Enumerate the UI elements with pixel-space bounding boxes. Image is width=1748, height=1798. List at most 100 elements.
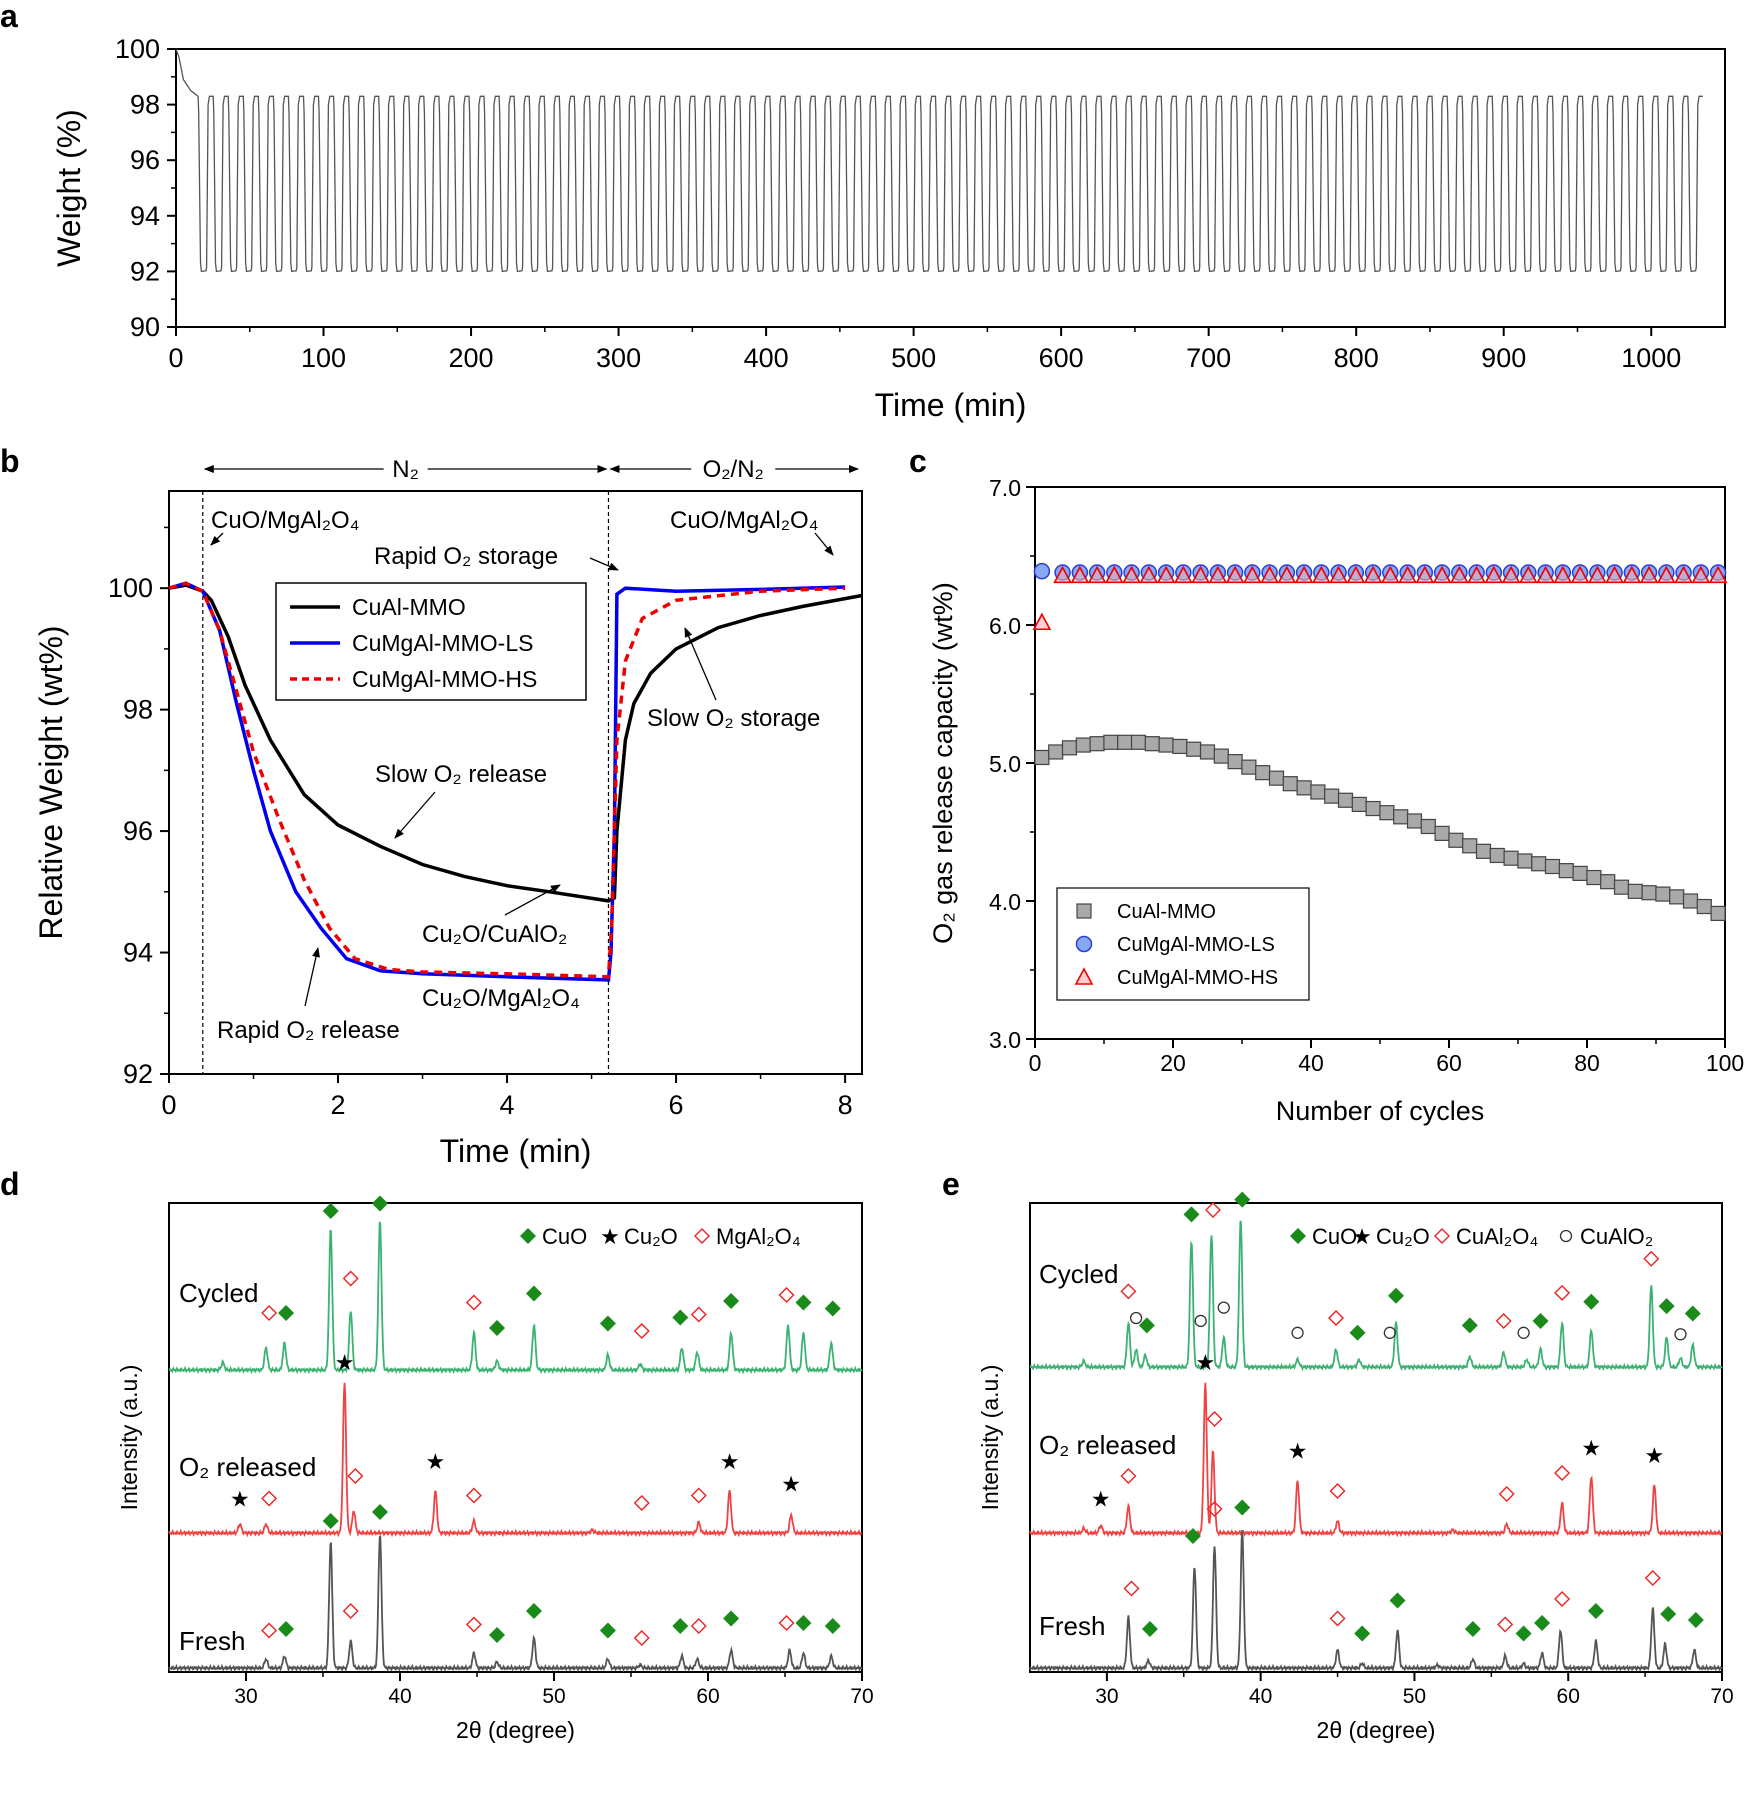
legend-label-0: CuAl-MMO <box>1117 901 1216 923</box>
marker-spinel <box>465 1487 482 1504</box>
x-tick-label: 0 <box>1029 1050 1042 1076</box>
y-tick-label: 90 <box>130 312 160 342</box>
point-cual-mmo <box>1489 847 1505 864</box>
marker-spinel <box>1554 1591 1571 1607</box>
marker-spinel <box>1123 1580 1140 1597</box>
point-cual-mmo <box>1158 737 1174 753</box>
y-tick-label: 96 <box>130 145 160 175</box>
marker-cuo <box>1183 1206 1200 1223</box>
trace-label-2: Fresh <box>179 1626 245 1656</box>
x-tick-label: 20 <box>1160 1050 1186 1076</box>
legend-label-0: CuO <box>1312 1224 1357 1249</box>
y-tick-label: 94 <box>123 938 153 968</box>
y-tick-label: 94 <box>130 201 160 231</box>
marker-cuo <box>723 1293 740 1309</box>
point-cual-mmo <box>1117 734 1133 750</box>
x-tick-label: 60 <box>1436 1050 1462 1076</box>
point-cual-mmo <box>1420 818 1436 835</box>
point-cual-mmo <box>1572 865 1588 882</box>
marker-cuo <box>1141 1621 1158 1637</box>
point-cual-mmo <box>1227 754 1243 770</box>
point-cual-mmo <box>1337 792 1354 808</box>
marker-spinel <box>1434 1228 1450 1244</box>
point-cumgal-mmo-hs <box>1294 565 1314 584</box>
x-tick-label: 50 <box>542 1685 565 1708</box>
point-cual-mmo <box>1531 856 1547 872</box>
point-cumgal-mmo-hs <box>1415 565 1435 584</box>
point-cual-mmo <box>1172 738 1188 755</box>
point-cual-mmo <box>1517 853 1533 869</box>
marker-spinel <box>261 1305 278 1321</box>
x-tick-label: 0 <box>168 343 183 373</box>
marker-cuo <box>1684 1305 1701 1322</box>
point-cual-mmo <box>1089 736 1105 752</box>
marker-spinel <box>778 1287 795 1303</box>
marker-cu2o: ★ <box>1195 1350 1215 1375</box>
point-cual-mmo <box>1241 759 1257 775</box>
x-tick-label: 80 <box>1574 1050 1600 1076</box>
marker-cualo2 <box>1291 1326 1304 1339</box>
legend-label-2: CuMgAl-MMO-HS <box>1117 967 1278 989</box>
marker-spinel <box>1497 1616 1514 1633</box>
marker-cuo <box>278 1621 295 1637</box>
point-cual-mmo <box>1586 869 1602 886</box>
plot-frame <box>168 490 863 1075</box>
y-tick-label: 98 <box>130 90 160 120</box>
point-cual-mmo <box>1406 813 1423 829</box>
annotation-top-left: CuO/MgAl₂O₄ <box>211 507 359 534</box>
annotation-slow-storage: Slow O₂ storage <box>647 705 820 732</box>
point-cumgal-mmo-hs <box>1032 612 1052 631</box>
marker-cuo <box>1234 1191 1251 1208</box>
marker-cuo <box>795 1294 812 1311</box>
marker-spinel <box>1329 1610 1346 1627</box>
point-cumgal-mmo-hs <box>1553 565 1573 584</box>
marker-cualo2 <box>1674 1328 1687 1341</box>
marker-cuo <box>322 1203 339 1219</box>
marker-cuo <box>672 1309 689 1326</box>
x-axis-title: Time (min) <box>440 1133 592 1169</box>
panel-b-chart: 0 2 4 6 8 92 94 96 98 100 Time (min) Relative Weigh… <box>33 456 863 1169</box>
x-tick-label: 400 <box>744 343 789 373</box>
marker-cualo2 <box>1559 1229 1573 1243</box>
marker-spinel <box>1328 1310 1345 1326</box>
plot-frame <box>168 1202 863 1673</box>
legend-label-3: CuAlO₂ <box>1580 1224 1653 1249</box>
marker-cualo2 <box>1217 1301 1230 1314</box>
legend-label-1: CuMgAl-MMO-LS <box>352 630 533 656</box>
marker-cuo <box>1583 1293 1600 1310</box>
point-cual-mmo <box>1627 883 1643 899</box>
y-axis-title: Intensity (a.u.) <box>977 1365 1003 1511</box>
point-cumgal-mmo-hs <box>1657 565 1676 584</box>
x-tick-label: 6 <box>669 1090 684 1120</box>
marker-spinel <box>1554 1465 1571 1481</box>
x-tick-label: 8 <box>838 1090 853 1120</box>
point-cumgal-mmo-hs <box>1122 565 1141 584</box>
x-tick-label: 1000 <box>1621 343 1681 373</box>
x-tick-label: 60 <box>696 1685 719 1708</box>
marker-cuo <box>1515 1625 1532 1642</box>
y-axis-title: O₂ gas release capacity (wt%) <box>928 582 958 944</box>
point-cual-mmo <box>1641 885 1657 901</box>
marker-spinel <box>1120 1283 1137 1300</box>
marker-cuo <box>1534 1615 1551 1631</box>
marker-cuo <box>672 1618 689 1634</box>
xrd-trace-0 <box>1029 1220 1723 1372</box>
point-cumgal-mmo-hs <box>1105 565 1124 584</box>
panel-letter-c: c <box>909 443 927 479</box>
marker-cuo <box>824 1300 841 1317</box>
marker-cu2o: ★ <box>600 1224 620 1249</box>
panel-d-chart: 30 40 50 60 70 2θ (degree) Intensity (a.u.) Cyc… <box>116 1195 874 1743</box>
x-tick-label: 100 <box>301 343 346 373</box>
marker-spinel <box>342 1270 359 1287</box>
point-cumgal-mmo-hs <box>1708 565 1728 584</box>
point-cual-mmo <box>1186 741 1202 757</box>
plot-frame <box>175 48 1726 328</box>
point-cual-mmo <box>1144 736 1160 752</box>
marker-spinel <box>690 1306 707 1323</box>
x-tick-label: 40 <box>1249 1685 1272 1708</box>
x-tick-label: 900 <box>1481 343 1526 373</box>
point-cual-mmo <box>1255 765 1271 781</box>
marker-cuo <box>1354 1625 1371 1642</box>
point-cumgal-mmo-ls <box>1033 562 1051 580</box>
